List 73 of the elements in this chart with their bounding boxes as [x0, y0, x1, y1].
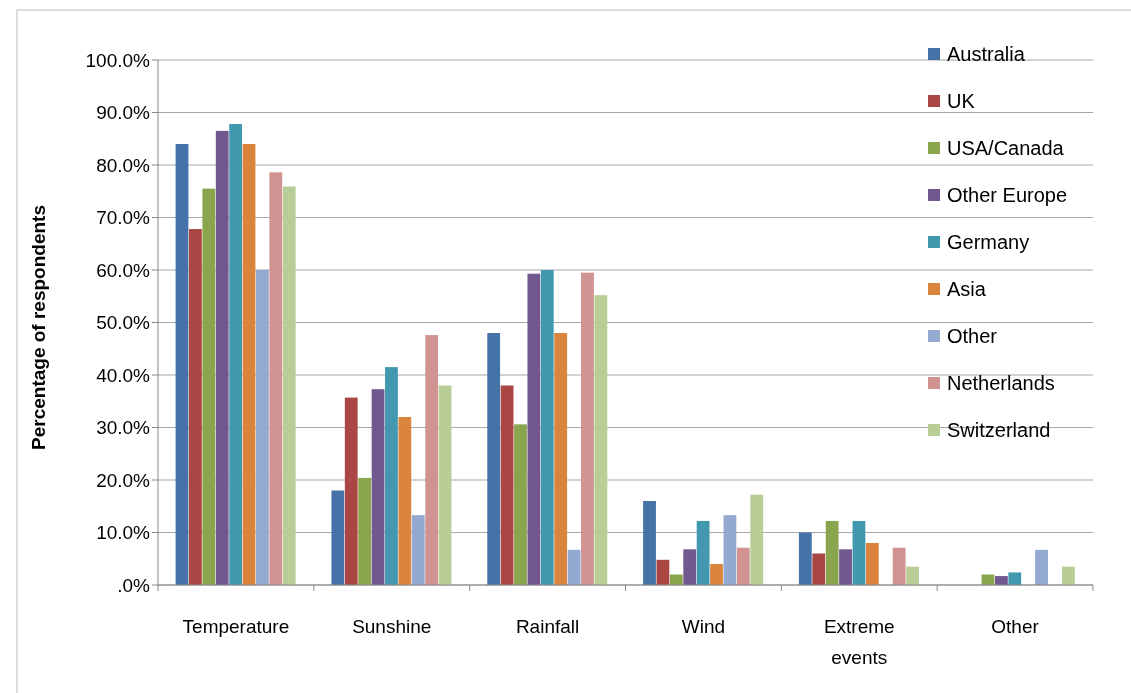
bar	[825, 520, 839, 585]
y-axis-title: Percentage of respondents	[28, 205, 49, 450]
bar	[438, 385, 452, 585]
bar	[994, 576, 1008, 585]
bar	[175, 144, 189, 585]
legend-label: Netherlands	[947, 372, 1055, 394]
bar	[527, 273, 541, 585]
bar	[643, 501, 656, 585]
x-tick-label: Other	[991, 616, 1040, 637]
bar	[683, 549, 697, 585]
bar	[500, 385, 514, 585]
bar	[202, 188, 216, 585]
x-tick-label: Rainfall	[515, 616, 580, 637]
bar	[1035, 549, 1048, 585]
bar	[425, 335, 439, 585]
legend-label: Asia	[947, 278, 987, 300]
bar	[750, 494, 764, 585]
x-tick-label: Sunshine	[352, 616, 432, 637]
y-tick-label: 60.0%	[96, 259, 151, 281]
y-tick-label: 80.0%	[96, 154, 151, 176]
x-tick-label: Wind	[681, 616, 726, 637]
bar	[256, 270, 269, 585]
bar	[852, 520, 866, 585]
bar	[581, 272, 594, 585]
legend-label: Other	[947, 325, 998, 347]
bar	[398, 417, 412, 585]
y-tick-label: 10.0%	[96, 522, 151, 544]
bar	[839, 549, 852, 585]
y-tick-label: 40.0%	[96, 364, 151, 386]
bar	[371, 389, 385, 585]
bar	[344, 397, 358, 585]
bar	[411, 515, 425, 585]
bar	[567, 549, 581, 585]
y-tick-label: 20.0%	[96, 469, 151, 491]
y-tick-label: 70.0%	[96, 207, 151, 229]
bar	[487, 333, 501, 585]
legend-label: UK	[947, 90, 976, 112]
bar	[554, 333, 568, 585]
x-tick-label: Extreme events	[823, 616, 895, 668]
legend-label: Germany	[947, 231, 1030, 253]
y-tick-label: 90.0%	[96, 102, 151, 124]
bar	[696, 520, 710, 585]
bar	[736, 547, 750, 585]
bar	[1008, 572, 1022, 585]
bar	[331, 490, 345, 585]
bar	[385, 367, 398, 585]
legend-label: Switzerland	[947, 419, 1051, 441]
bar	[242, 144, 256, 585]
x-tick-label: Temperature	[182, 616, 290, 637]
y-tick-label: 100.0%	[85, 49, 151, 71]
y-tick-label: .0%	[117, 574, 151, 596]
legend-label: USA/Canada	[947, 137, 1065, 159]
bar	[865, 543, 879, 585]
bar	[269, 172, 283, 585]
bar	[892, 547, 906, 585]
bar	[189, 229, 202, 585]
bar	[906, 566, 919, 585]
y-tick-label: 50.0%	[96, 312, 151, 334]
legend-label: Other Europe	[947, 184, 1068, 206]
bar	[723, 515, 737, 585]
bar	[514, 424, 527, 585]
bar	[358, 477, 372, 585]
bar	[540, 270, 554, 585]
legend-label: Australia	[947, 43, 1026, 65]
bar	[215, 130, 229, 585]
bar	[1061, 566, 1075, 585]
bar	[282, 186, 296, 585]
bar	[798, 532, 812, 585]
bar	[229, 124, 243, 585]
y-tick-label: 30.0%	[96, 417, 151, 439]
bar	[594, 295, 608, 585]
bar	[710, 564, 723, 585]
bar	[812, 553, 826, 585]
